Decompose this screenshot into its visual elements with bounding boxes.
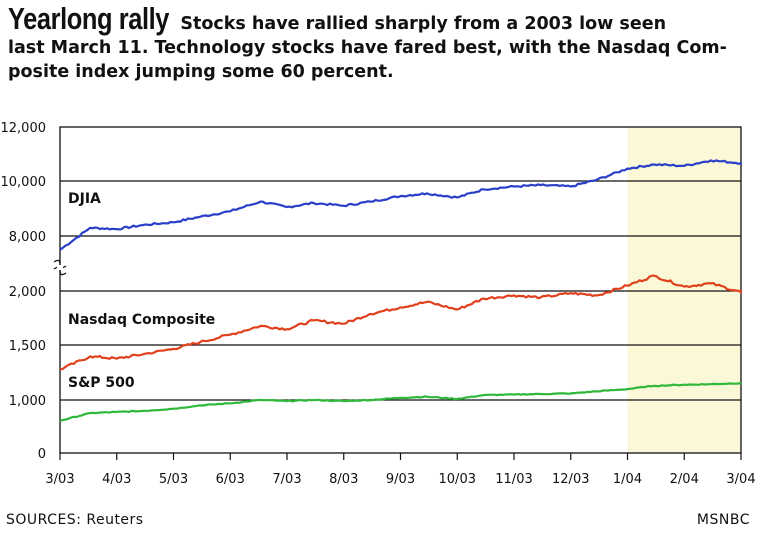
x-tick-label: 11/03 (495, 472, 532, 487)
series-line-nasdaq-composite (59, 274, 743, 371)
axis-break-mark (53, 259, 67, 276)
headline-line-1: Yearlong rally Stocks have rallied sharp… (8, 2, 753, 36)
y-tick-label: 10,000 (1, 175, 47, 190)
x-tick-label: 3/03 (45, 472, 74, 487)
series-line-djia (59, 159, 743, 251)
x-tick-label: 2/04 (670, 472, 699, 487)
headline-block: Yearlong rally Stocks have rallied sharp… (8, 2, 753, 84)
x-tick-label: 1/04 (613, 472, 642, 487)
x-tick-label: 3/04 (726, 472, 755, 487)
y-tick-label: 8,000 (9, 230, 46, 245)
y-tick-label: 1,000 (9, 394, 46, 409)
dek-line-2: last March 11. Technology stocks have fa… (8, 38, 727, 58)
y-tick-label: 12,000 (1, 121, 47, 136)
axis-break-gap (57, 265, 63, 270)
x-tick-label: 8/03 (329, 472, 358, 487)
x-tick-label: 6/03 (216, 472, 245, 487)
x-tick-label: 10/03 (439, 472, 476, 487)
x-tick-label: 4/03 (102, 472, 131, 487)
series-label: Nasdaq Composite (68, 312, 215, 328)
x-tick-label: 9/03 (386, 472, 415, 487)
dek-line-3: posite index jumping some 60 percent. (8, 62, 394, 82)
source-note: SOURCES: Reuters (6, 512, 144, 528)
x-tick-label: 12/03 (552, 472, 589, 487)
highlight-band (627, 127, 741, 453)
credit-note: MSNBC (696, 512, 750, 528)
series-label: DJIA (68, 191, 101, 207)
dek-line-1: Stocks have rallied sharply from a 2003 … (180, 14, 667, 34)
x-tick-label: 5/03 (159, 472, 188, 487)
y-tick-label: 1,500 (9, 339, 46, 354)
series-line-s-p-500 (59, 382, 743, 422)
y-tick-label: 0 (38, 447, 46, 462)
line-chart: 12,000 10,000 8,000 2,000 1,500 1,000 0 3/03 4/0… (1, 121, 756, 487)
series-label: S&P 500 (68, 375, 135, 391)
y-tick-label: 2,000 (9, 285, 46, 300)
x-tick-label: 7/03 (272, 472, 301, 487)
chart-title: Yearlong rally (8, 1, 169, 36)
